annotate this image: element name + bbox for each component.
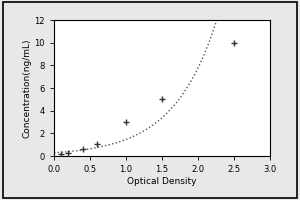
X-axis label: Optical Density: Optical Density <box>127 177 197 186</box>
Y-axis label: Concentration(ng/mL): Concentration(ng/mL) <box>23 38 32 138</box>
